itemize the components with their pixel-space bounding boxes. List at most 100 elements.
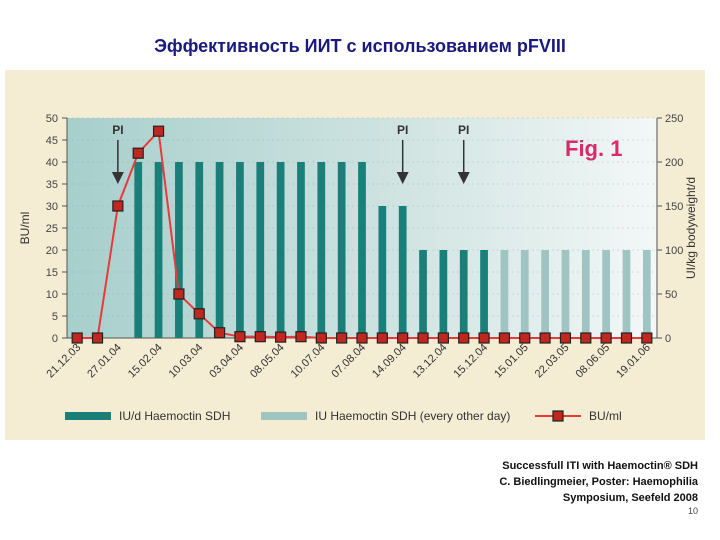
bar: [134, 162, 143, 338]
y2-axis-title: UI/kg bodyweight/d: [684, 177, 698, 279]
data-point-bu: [213, 327, 226, 339]
y-tick-label: 25: [46, 223, 58, 235]
figure-label: Fig. 1: [565, 136, 622, 161]
data-point-bu: [193, 308, 205, 320]
x-tick-label: 03.04.04: [207, 342, 246, 381]
x-tick-label: 22.03.05: [533, 342, 572, 381]
annotation-pi: PI: [397, 123, 408, 137]
data-point-bu: [458, 332, 470, 344]
data-point-bu: [254, 331, 266, 343]
data-point-bu: [437, 332, 449, 344]
y2-tick-label: 250: [665, 113, 683, 125]
data-point-bu: [559, 332, 572, 344]
data-point-bu: [580, 332, 592, 344]
data-point-bu: [91, 332, 104, 344]
data-point-bu: [478, 332, 490, 344]
data-point-bu: [498, 332, 511, 344]
x-tick-label: 13.12.04: [411, 342, 450, 381]
x-tick-label: 15.12.04: [451, 342, 490, 381]
annotation-pi: PI: [112, 123, 123, 137]
data-point-bu: [336, 332, 348, 344]
slide-title: Эффективность ИИТ с использованием pFVII…: [154, 36, 566, 56]
bar: [520, 250, 529, 338]
x-tick-label: 07.08.04: [329, 342, 368, 381]
bar: [622, 250, 631, 338]
legend-swatch: [65, 412, 111, 420]
x-tick-label: 10.07.04: [289, 342, 328, 381]
bar: [439, 250, 448, 338]
data-point-bu: [641, 332, 653, 344]
x-tick-label: 27.01.04: [85, 342, 124, 381]
data-point-bu: [519, 332, 531, 344]
x-tick-label: 10.03.04: [167, 342, 206, 381]
data-point-bu: [417, 332, 429, 344]
data-point-bu: [295, 331, 307, 343]
legend-label: IU Haemoctin SDH (every other day): [315, 409, 510, 423]
chart-svg: 0 5 10 15 20 25 30 35 40 45 50 0 50 100 150 200 250 BU/ml…: [18, 113, 698, 423]
data-point-bu: [173, 288, 185, 300]
y-tick-label: 45: [46, 135, 58, 147]
bar: [215, 162, 224, 338]
data-point-bu: [620, 332, 633, 344]
bar: [154, 162, 163, 338]
bar: [297, 162, 305, 338]
bar: [602, 250, 611, 338]
x-tick-label: 15.02.04: [126, 342, 165, 381]
page-number: 10: [687, 506, 698, 516]
y-tick-label: 0: [52, 333, 58, 345]
y-tick-label: 30: [46, 201, 58, 213]
bar: [175, 162, 183, 338]
legend-swatch-marker: [552, 410, 564, 422]
annotation-pi: PI: [458, 123, 469, 137]
data-point-bu: [71, 332, 83, 344]
bar: [581, 250, 590, 338]
x-tick-label: 21.12.03: [45, 342, 84, 381]
y-tick-label: 10: [46, 289, 58, 301]
bar: [500, 250, 509, 338]
bar: [236, 162, 244, 338]
y-tick-label: 35: [46, 179, 58, 191]
y-tick-label: 20: [46, 245, 58, 257]
y-tick-label: 15: [46, 267, 58, 279]
bar: [378, 206, 387, 338]
bar: [317, 162, 326, 338]
x-tick-label: 08.05.04: [248, 342, 287, 381]
y-tick-label: 40: [46, 157, 58, 169]
bar: [337, 162, 346, 338]
credit-block: Successfull ITI with Haemoctin® SDH C. B…: [499, 458, 698, 506]
data-point-bu: [539, 332, 551, 344]
bar: [276, 162, 285, 338]
bar: [561, 250, 570, 338]
data-point-bu: [234, 331, 246, 343]
legend-swatch: [261, 412, 307, 420]
x-tick-label: 08.06.05: [573, 342, 612, 381]
bar: [459, 250, 468, 338]
bar: [256, 162, 265, 338]
data-point-bu: [376, 332, 388, 344]
credit-line-3: Symposium, Seefeld 2008: [562, 492, 698, 504]
data-point-bu: [315, 332, 327, 344]
y2-tick-label: 200: [665, 157, 683, 169]
x-tick-label: 14.09.04: [370, 342, 409, 381]
data-point-bu: [112, 200, 124, 212]
bar: [195, 162, 204, 338]
data-point-bu: [152, 125, 165, 137]
y2-tick-label: 150: [665, 201, 683, 213]
bar: [642, 250, 651, 338]
y2-tick-label: 50: [665, 289, 677, 301]
bar: [358, 162, 366, 338]
x-tick-label: 19.01.06: [614, 342, 653, 381]
y2-tick-label: 100: [665, 245, 683, 257]
data-point-bu: [275, 331, 287, 343]
bar: [480, 250, 488, 338]
y-axis-title: BU/ml: [18, 212, 32, 245]
data-point-bu: [132, 147, 144, 159]
bar: [398, 206, 407, 338]
y-tick-label: 50: [46, 113, 58, 125]
data-point-bu: [397, 332, 409, 344]
data-point-bu: [356, 332, 368, 344]
x-tick-label: 15.01.05: [492, 342, 531, 381]
bar: [419, 250, 427, 338]
credit-line-2: C. Biedlingmeier, Poster: Haemophilia: [499, 476, 698, 488]
y-tick-label: 5: [52, 311, 58, 323]
